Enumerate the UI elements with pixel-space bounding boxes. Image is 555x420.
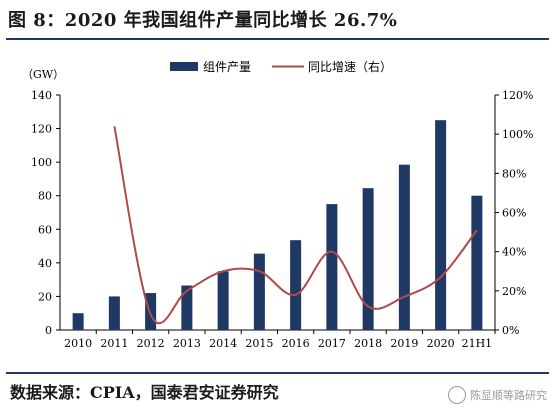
legend-bar-label: 组件产量	[203, 60, 251, 74]
y-tick-label: 140	[31, 89, 52, 102]
legend-bar-swatch	[170, 62, 198, 71]
x-tick-label: 21H1	[462, 337, 493, 350]
plot-area: 0 20 40 60 80 100 120 140 0% 20% 40% 60% 80% 100% 120%…	[31, 89, 533, 350]
watermark: 陈显顺等路研究	[448, 386, 547, 404]
bar-2018	[362, 188, 374, 330]
bar-2014	[217, 271, 229, 330]
bar-21H1	[471, 195, 483, 330]
y-tick-label: 100	[31, 156, 52, 169]
y2-tick-label: 0%	[502, 324, 519, 337]
y-tick-label: 60	[38, 223, 52, 236]
legend: 组件产量 同比增速（右）	[170, 59, 392, 74]
x-tick-label: 2016	[282, 337, 310, 350]
chart-svg: 组件产量 同比增速（右） （GW） 0 20 40 60 80 100 120 140 0% 20…	[22, 59, 533, 350]
x-tick-label: 2019	[390, 337, 418, 350]
y-tick-label: 40	[38, 257, 52, 270]
bar-2017	[326, 204, 338, 330]
y2-tick-label: 80%	[502, 167, 526, 180]
x-tick-label: 2018	[354, 337, 382, 350]
bottom-rule	[6, 372, 549, 374]
legend-line-label: 同比增速（右）	[308, 59, 392, 74]
bar-2012	[145, 293, 157, 330]
y-axis-unit-label: （GW）	[22, 68, 64, 81]
bar-2013	[181, 285, 193, 330]
x-tick-label: 2012	[137, 337, 165, 350]
x-tick-label: 2010	[64, 337, 92, 350]
top-rule	[6, 38, 549, 40]
x-tick-label: 2011	[100, 337, 128, 350]
x-tick-label: 2014	[209, 337, 237, 350]
y2-tick-label: 100%	[502, 128, 533, 141]
x-tick-label: 2013	[173, 337, 201, 350]
y-tick-label: 0	[45, 324, 52, 337]
y-tick-label: 20	[38, 290, 52, 303]
bar-2019	[398, 164, 410, 330]
x-tick-label: 2015	[245, 337, 273, 350]
growth-rate-line	[113, 126, 478, 325]
bar-2010	[72, 313, 84, 330]
bar-2015	[253, 253, 265, 330]
bar-2016	[290, 240, 302, 330]
chart-title: 图 8：2020 年我国组件产量同比增长 26.7%	[8, 10, 398, 31]
bar-2020	[435, 120, 447, 330]
x-tick-label: 2020	[427, 337, 455, 350]
wechat-icon	[448, 386, 466, 404]
watermark-text: 陈显顺等路研究	[470, 389, 547, 402]
source-note: 数据来源：CPIA，国泰君安证券研究	[10, 383, 279, 402]
y2-tick-label: 20%	[502, 285, 526, 298]
y2-tick-label: 40%	[502, 246, 526, 259]
y-tick-label: 120	[31, 123, 52, 136]
y2-tick-label: 120%	[502, 89, 533, 102]
x-tick-label: 2017	[318, 337, 346, 350]
bar-2011	[108, 296, 120, 330]
y2-tick-label: 60%	[502, 207, 526, 220]
y-tick-label: 80	[38, 190, 52, 203]
